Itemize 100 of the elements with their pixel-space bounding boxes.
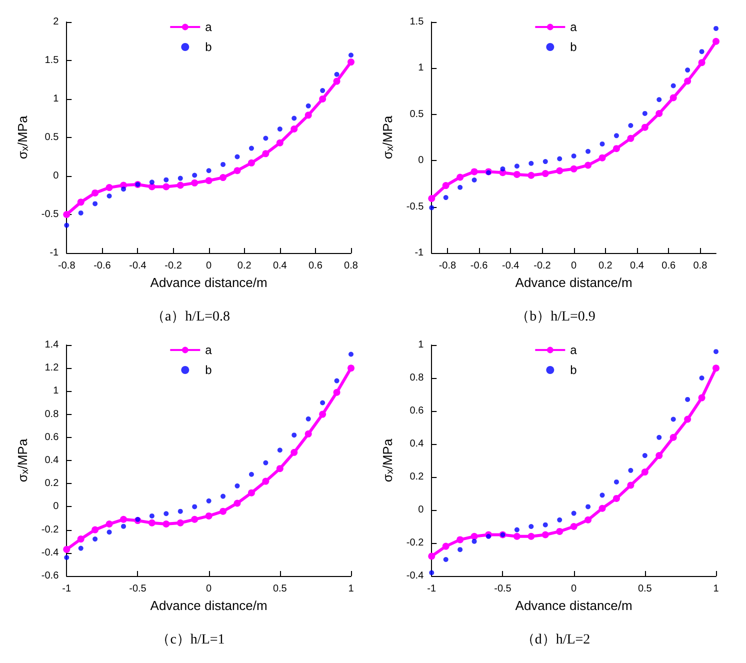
point <box>106 530 112 535</box>
legend-label: a <box>570 20 578 34</box>
point <box>670 434 677 441</box>
x-tick-label: -0.8 <box>58 260 76 272</box>
x-tick-label: 0.2 <box>598 260 613 272</box>
point <box>429 205 434 210</box>
y-tick-label: 0 <box>418 155 424 166</box>
point <box>106 184 113 192</box>
point <box>334 72 340 77</box>
point <box>206 498 212 504</box>
point <box>320 88 326 94</box>
point <box>276 139 284 146</box>
x-tick-label: -0.2 <box>164 260 182 272</box>
point <box>334 378 340 384</box>
point <box>191 516 198 523</box>
point <box>513 170 520 178</box>
x-tick-label: 0.8 <box>344 260 358 272</box>
point <box>685 68 690 73</box>
point <box>220 174 227 182</box>
y-tick-label: -0.2 <box>41 524 60 536</box>
point <box>304 430 312 438</box>
point <box>472 178 477 183</box>
x-tick-label: -1 <box>62 584 72 594</box>
point <box>514 527 520 532</box>
y-tick-label: 1 <box>418 340 424 350</box>
y-tick-label: 0 <box>418 504 424 516</box>
x-axis-title: Advance distance/m <box>150 598 268 613</box>
point <box>292 432 297 438</box>
x-tick-label: 0.6 <box>662 260 676 272</box>
point <box>698 394 706 402</box>
point <box>277 448 282 453</box>
y-tick-label: -1 <box>414 248 424 258</box>
text: （d）h/L=2 <box>520 632 590 648</box>
x-tick-label: 0 <box>206 584 212 594</box>
x-axis-title: Advance distance/m <box>150 274 268 290</box>
legend-label: b <box>570 363 578 377</box>
point <box>77 536 84 543</box>
point <box>642 453 648 458</box>
point <box>148 519 156 526</box>
point <box>442 542 450 550</box>
point <box>92 201 98 206</box>
point <box>263 136 268 141</box>
point <box>164 511 169 516</box>
point <box>63 211 70 218</box>
point <box>176 182 184 189</box>
point <box>234 154 240 160</box>
point <box>206 168 212 174</box>
text: （b）h/L=0.9 <box>516 310 596 324</box>
point <box>306 103 311 108</box>
y-axis-title: σx/MPa <box>15 438 31 482</box>
point <box>106 194 112 199</box>
y-tick-label: -1 <box>50 248 60 258</box>
point <box>306 416 311 422</box>
point <box>571 510 576 516</box>
point <box>149 180 154 185</box>
point <box>684 78 692 85</box>
point <box>472 538 477 544</box>
point <box>584 162 592 169</box>
point <box>542 170 549 178</box>
point <box>220 508 227 515</box>
point <box>148 183 156 190</box>
point <box>656 452 663 460</box>
y-tick-label: 0.6 <box>44 432 60 443</box>
y-tick-label: -0.4 <box>41 547 60 558</box>
point <box>220 494 226 499</box>
x-tick-label: 0 <box>206 260 212 272</box>
point <box>598 154 606 162</box>
x-tick-label: 0.4 <box>272 260 288 272</box>
point <box>614 133 619 138</box>
point <box>121 186 126 192</box>
point <box>262 478 270 485</box>
point <box>220 162 226 167</box>
y-tick-label: 0.5 <box>410 108 424 120</box>
point <box>612 145 620 152</box>
point <box>319 96 326 102</box>
point <box>656 434 662 440</box>
y-tick-label: -0.2 <box>406 538 424 548</box>
point <box>656 97 662 102</box>
point <box>699 49 704 54</box>
x-tick-label: -0.5 <box>494 584 512 594</box>
legend-label: a <box>205 343 212 357</box>
legend-label: a <box>570 343 578 357</box>
point <box>528 532 535 540</box>
y-tick-label: 0.5 <box>44 132 60 143</box>
text: （c）h/L=1 <box>156 632 225 648</box>
point <box>628 468 634 473</box>
point <box>191 179 198 186</box>
y-tick-label: -0.4 <box>406 570 424 582</box>
point <box>292 116 297 121</box>
point <box>248 159 255 166</box>
point <box>458 547 463 552</box>
point <box>176 519 184 526</box>
point <box>642 110 648 116</box>
y-tick-label: 1.2 <box>44 362 60 374</box>
point <box>121 524 126 529</box>
point <box>77 198 84 206</box>
point <box>557 517 562 522</box>
y-tick-label: 0 <box>53 501 60 512</box>
y-tick-label: 1 <box>418 62 424 74</box>
y-axis-title: σx/MPa <box>380 438 396 482</box>
